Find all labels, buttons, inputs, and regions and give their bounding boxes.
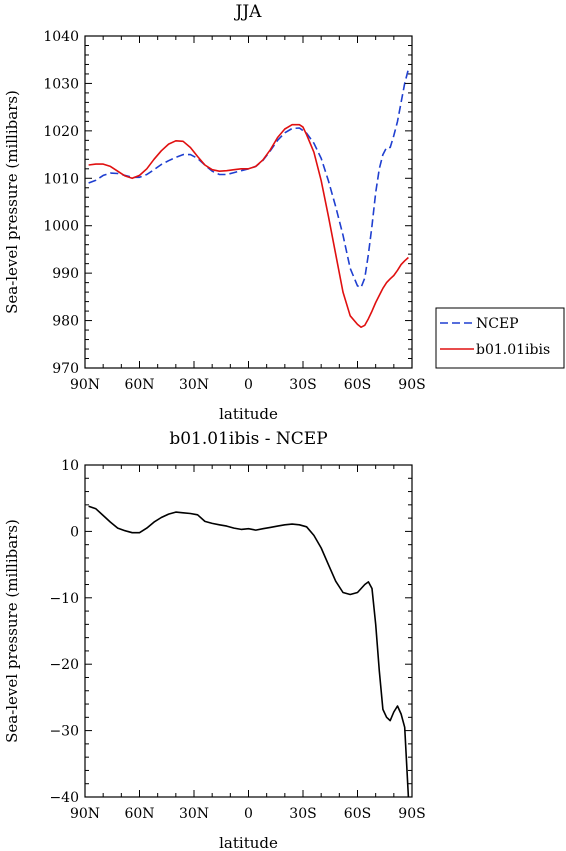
y-tick-label: −30 xyxy=(49,724,79,740)
y-tick-label: −20 xyxy=(49,657,79,673)
y-tick-label: 0 xyxy=(70,524,79,540)
x-tick-label: 30S xyxy=(289,806,316,822)
x-tick-label: 60S xyxy=(344,377,371,393)
chart-title: b01.01ibis - NCEP xyxy=(169,429,327,449)
x-axis-label: latitude xyxy=(219,834,278,851)
y-axis-label: Sea-level pressure (millibars) xyxy=(3,519,21,743)
x-tick-label: 90S xyxy=(398,377,425,393)
plot-frame xyxy=(84,464,413,798)
x-tick-label: 30N xyxy=(179,377,209,393)
series-line-b01-01ibis xyxy=(88,123,409,329)
x-tick-label: 90S xyxy=(398,806,425,822)
y-tick-label: 970 xyxy=(52,361,79,377)
x-tick-label: 60S xyxy=(344,806,371,822)
legend-box xyxy=(435,307,565,369)
y-tick-label: 10 xyxy=(61,458,79,474)
y-tick-label: 1030 xyxy=(43,76,79,92)
chart-top-jja: JJA 90N 60N 30N 0 30S 60S 90S 970 980 990 1000 1010 1… xyxy=(3,2,426,423)
series-line-difference xyxy=(88,505,410,797)
y-tick-label: 990 xyxy=(52,266,79,282)
y-axis-label: Sea-level pressure (millibars) xyxy=(3,90,21,314)
x-tick-label: 0 xyxy=(244,806,253,822)
legend-entry: NCEP xyxy=(476,316,519,332)
y-tick-label: 1040 xyxy=(43,29,79,45)
x-tick-label: 30N xyxy=(179,806,209,822)
chart-title: JJA xyxy=(234,2,263,22)
plot-frame xyxy=(84,35,413,369)
chart-bottom-difference: b01.01ibis - NCEP 90N 60N 30N 0 30S 60S 90S −40 −… xyxy=(3,429,426,851)
y-tick-label: 980 xyxy=(52,314,79,330)
y-tick-label: 1020 xyxy=(43,124,79,140)
x-tick-label: 60N xyxy=(124,377,154,393)
y-tick-label: 1000 xyxy=(43,219,79,235)
x-tick-label: 30S xyxy=(289,377,316,393)
series-line-ncep xyxy=(88,68,410,289)
y-tick-label: 1010 xyxy=(43,171,79,187)
y-tick-label: −40 xyxy=(49,790,79,806)
x-axis-label: latitude xyxy=(219,405,278,423)
y-tick-label: −10 xyxy=(49,591,79,607)
x-tick-label: 60N xyxy=(124,806,154,822)
x-tick-label: 0 xyxy=(244,377,253,393)
legend-entry: b01.01ibis xyxy=(476,342,550,358)
x-tick-label: 90N xyxy=(70,806,100,822)
x-tick-label: 90N xyxy=(70,377,100,393)
legend: NCEP b01.01ibis xyxy=(435,307,565,369)
